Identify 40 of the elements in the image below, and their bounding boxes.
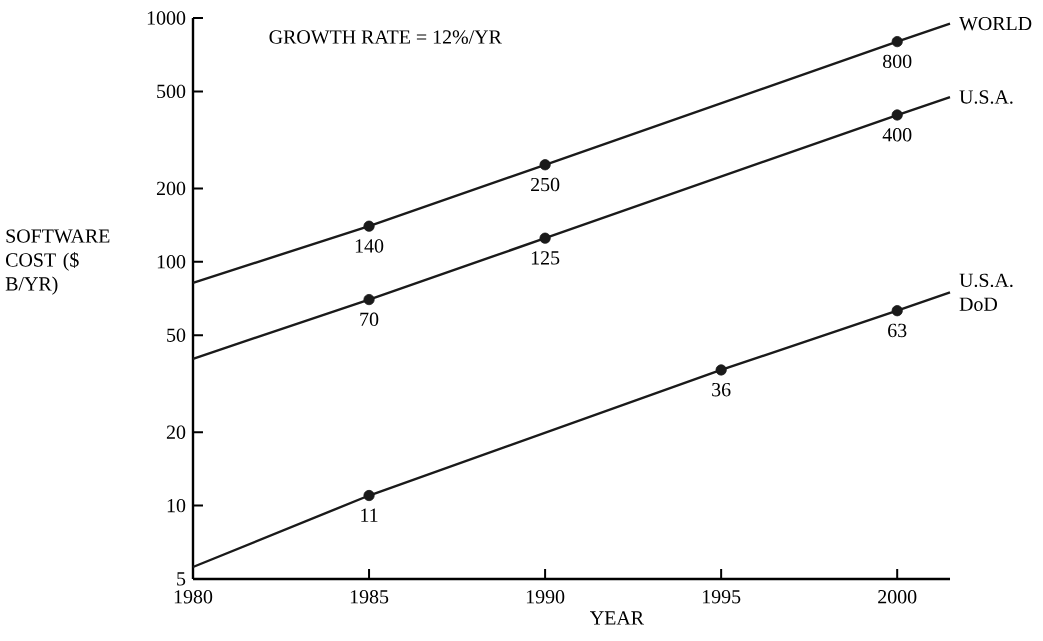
y-tick-label: 10 [167,498,186,513]
point [363,489,375,502]
line-series [191,291,952,569]
data-label: 125 [531,251,560,265]
y-axis-title: SOFTWARE COST ($ B/YR) [5,229,110,295]
point [891,305,903,317]
y-tick-label: 20 [166,425,186,439]
x-tick-label: 2000 [878,590,917,604]
data-label: 11 [361,508,378,522]
y-tick-label: 200 [156,181,186,196]
point [539,232,551,244]
x-tick-label: 1985 [350,590,389,604]
series-label: U.S.A. DoD [959,273,1013,311]
x-tick-label: 1995 [702,590,741,604]
data-label: 63 [888,323,907,338]
data-label: 36 [712,383,731,397]
line-series [191,22,952,285]
y-tick-label: 50 [167,328,186,342]
point [363,220,375,232]
annotation: GROWTH RATE = 12%/YR [269,30,502,44]
line-series [191,95,952,361]
data-label: 250 [531,177,560,192]
series-label: WORLD [959,16,1032,31]
x-axis-title: YEAR [590,611,645,625]
point [715,364,727,376]
x-tick-label: 1980 [174,590,213,604]
x-tick-label: 1990 [526,590,565,604]
y-tick-label: 1000 [147,11,186,25]
y-tick-label: 100 [157,255,186,269]
point [891,109,903,121]
data-label: 800 [883,54,912,69]
point [539,159,551,171]
point [363,293,375,306]
data-label: 70 [360,312,379,327]
series-label: U.S.A. [959,90,1013,104]
y-tick-label: 500 [157,84,186,99]
point [891,36,903,48]
data-label: 140 [355,239,384,253]
data-label: 400 [882,128,912,142]
y-tick-label: 5 [177,572,186,586]
